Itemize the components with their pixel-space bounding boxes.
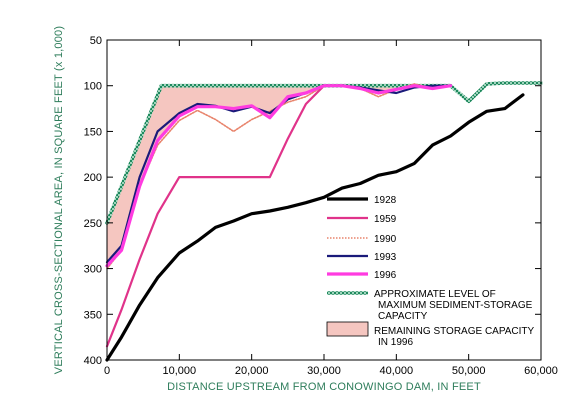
shaded-area-layer [107, 85, 451, 266]
y-tick-label: 300 [84, 264, 102, 276]
legend-label-1928: 1928 [374, 195, 397, 206]
x-tick-label: 60,000 [524, 365, 558, 377]
series-layer [105, 81, 543, 362]
x-tick-label: 0 [104, 365, 110, 377]
y-tick-label: 150 [84, 126, 102, 138]
legend-label-remaining-capacity: IN 1996 [378, 337, 413, 348]
series-line-1959 [105, 84, 326, 348]
legend-label-max-capacity: CAPACITY [378, 311, 428, 322]
y-axis-label: VERTICAL CROSS-SECTIONAL AREA, IN SQUARE… [53, 26, 65, 374]
x-axis-label: DISTANCE UPSTREAM FROM CONOWINGO DAM, IN… [167, 381, 481, 393]
legend: 1928 1959 1990 1993 1996 APPROXIMATE LEVEL OF… [326, 195, 535, 348]
shaded-area-remaining-capacity [107, 85, 451, 266]
legend-label-1959: 1959 [374, 214, 397, 225]
series-line-1928 [105, 93, 525, 362]
y-tick-label: 50 [90, 35, 102, 47]
series-line-1996 [105, 84, 453, 268]
x-tick-label: 30,000 [307, 365, 341, 377]
y-tick-label: 400 [84, 355, 102, 367]
x-tick-label: 10,000 [163, 365, 197, 377]
y-tick-label: 200 [84, 172, 102, 184]
legend-label-remaining-capacity: REMAINING STORAGE CAPACITY [374, 326, 535, 337]
legend-swatch-remaining-capacity [326, 321, 369, 337]
y-tick-label: 350 [84, 309, 102, 321]
y-tick-label: 100 [84, 81, 102, 93]
legend-label-1996: 1996 [374, 270, 397, 281]
x-tick-label: 50,000 [452, 365, 486, 377]
legend-label-max-capacity: APPROXIMATE LEVEL OF [374, 289, 496, 300]
ticks-layer: 0 10,000 20,000 30,000 40,000 50,000 60,000 50 1… [84, 35, 558, 377]
legend-label-max-capacity: MAXIMUM SEDIMENT-STORAGE [378, 300, 533, 311]
x-tick-label: 40,000 [380, 365, 414, 377]
legend-label-1990: 1990 [374, 234, 397, 245]
y-tick-label: 250 [84, 218, 102, 230]
legend-label-1993: 1993 [374, 252, 397, 263]
x-tick-label: 20,000 [235, 365, 269, 377]
